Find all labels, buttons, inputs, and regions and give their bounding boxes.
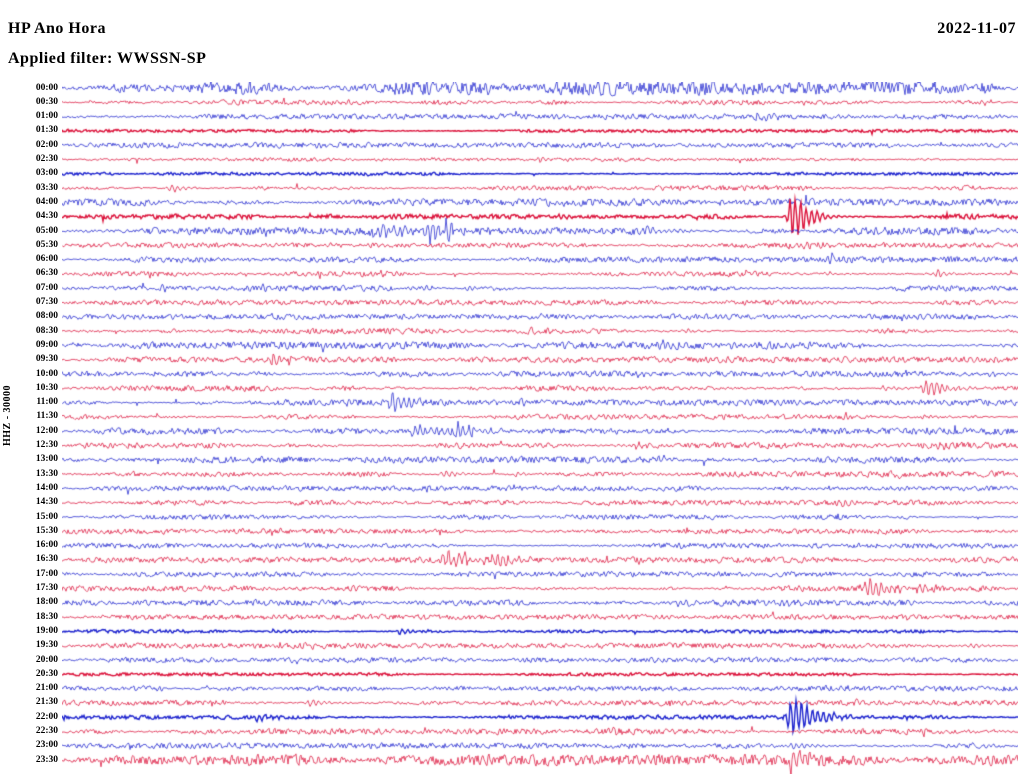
time-label: 03:30 — [35, 182, 58, 193]
time-label: 15:30 — [35, 525, 58, 536]
time-label: 16:30 — [35, 554, 58, 565]
time-label: 05:30 — [35, 239, 58, 250]
time-label: 06:00 — [35, 254, 58, 265]
time-label: 22:00 — [35, 711, 58, 722]
time-label: 07:30 — [35, 297, 58, 307]
time-label: 02:00 — [35, 139, 58, 150]
time-label: 17:00 — [35, 568, 58, 579]
time-label: 19:30 — [35, 640, 58, 651]
time-label: 21:00 — [35, 683, 58, 694]
time-label: 17:30 — [35, 583, 58, 593]
time-label: 19:00 — [35, 625, 58, 636]
time-label: 15:00 — [35, 511, 58, 522]
time-label: 01:30 — [35, 125, 58, 136]
time-label: 06:30 — [35, 268, 58, 279]
time-label: 22:30 — [35, 726, 58, 736]
time-label: 00:00 — [35, 82, 58, 93]
time-label: 10:30 — [35, 382, 58, 393]
time-label: 04:00 — [35, 196, 58, 207]
time-label: 11:30 — [36, 411, 58, 422]
seismogram-canvas — [62, 82, 1018, 774]
station-title: HP Ano Hora — [8, 20, 106, 37]
time-label: 09:00 — [35, 339, 58, 350]
time-label: 05:00 — [35, 225, 58, 236]
time-label: 23:00 — [35, 740, 58, 751]
time-label: 11:00 — [36, 397, 58, 408]
time-label: 04:30 — [35, 211, 58, 222]
time-label: 14:30 — [35, 497, 58, 508]
time-label: 18:30 — [35, 611, 58, 622]
filter-label: Applied filter: WWSSN-SP — [8, 50, 207, 67]
time-label: 13:30 — [35, 468, 58, 479]
time-label: 12:00 — [35, 425, 58, 436]
time-label: 21:30 — [35, 697, 58, 708]
time-label: 13:00 — [35, 454, 58, 465]
time-label: 08:00 — [35, 311, 58, 322]
time-label: 07:00 — [35, 282, 58, 293]
time-label: 20:30 — [35, 668, 58, 679]
time-label: 02:30 — [35, 154, 58, 164]
time-label: 12:30 — [35, 440, 58, 450]
time-label: 09:30 — [35, 354, 58, 365]
y-axis-label: HHZ - 30000 — [2, 384, 13, 446]
time-label: 18:00 — [35, 597, 58, 608]
time-label: 14:00 — [35, 482, 58, 493]
time-label: 03:00 — [35, 168, 58, 179]
time-label: 08:30 — [35, 325, 58, 336]
date-label: 2022-11-07 — [937, 20, 1016, 37]
time-label: 01:00 — [35, 111, 58, 122]
time-label: 00:30 — [35, 96, 58, 107]
time-label: 10:00 — [35, 368, 58, 379]
time-label: 23:30 — [35, 754, 58, 765]
time-label: 20:00 — [35, 654, 58, 665]
time-label: 16:00 — [35, 540, 58, 551]
